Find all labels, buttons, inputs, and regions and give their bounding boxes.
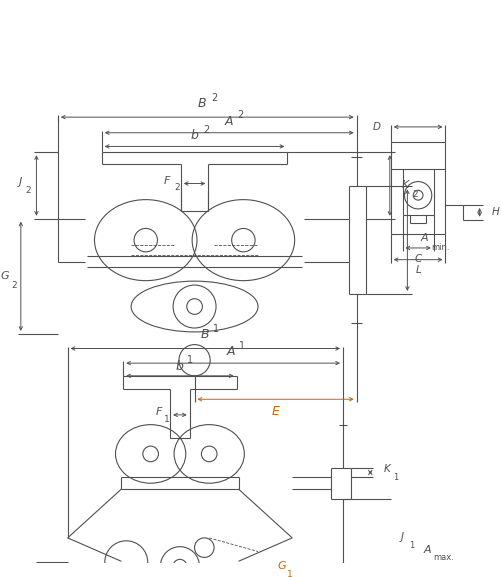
- Text: C: C: [414, 254, 422, 264]
- Text: 2: 2: [174, 183, 180, 192]
- Text: 1: 1: [213, 324, 219, 334]
- Text: 1: 1: [287, 571, 293, 577]
- Text: D: D: [373, 122, 381, 132]
- Text: F: F: [164, 175, 170, 186]
- Text: J: J: [401, 532, 403, 542]
- Text: 2: 2: [203, 125, 209, 135]
- Text: G: G: [1, 271, 10, 281]
- Text: 1: 1: [393, 473, 398, 482]
- Text: 2: 2: [211, 93, 217, 103]
- Text: H: H: [491, 207, 499, 217]
- Text: 2: 2: [237, 110, 243, 120]
- Text: b: b: [176, 359, 184, 373]
- Text: F: F: [155, 407, 162, 417]
- Text: 1: 1: [164, 415, 170, 424]
- Text: 1: 1: [409, 541, 415, 550]
- Text: min.: min.: [431, 243, 449, 253]
- Text: b: b: [191, 129, 198, 142]
- Text: B: B: [201, 328, 209, 342]
- Text: A: A: [224, 115, 233, 128]
- Text: 2: 2: [412, 190, 418, 198]
- Text: K: K: [402, 181, 409, 190]
- Text: B: B: [198, 97, 207, 110]
- Text: J: J: [19, 177, 23, 186]
- Text: A: A: [421, 233, 429, 243]
- Text: L: L: [415, 265, 421, 275]
- Text: A: A: [424, 545, 431, 554]
- Text: max.: max.: [434, 553, 454, 562]
- Text: G: G: [278, 561, 286, 571]
- Text: K: K: [384, 463, 391, 474]
- Text: E: E: [272, 406, 280, 418]
- Text: 1: 1: [239, 340, 245, 351]
- Text: 2: 2: [26, 186, 32, 195]
- Text: 1: 1: [187, 355, 193, 365]
- Text: A: A: [226, 345, 235, 358]
- Text: 2: 2: [11, 280, 17, 290]
